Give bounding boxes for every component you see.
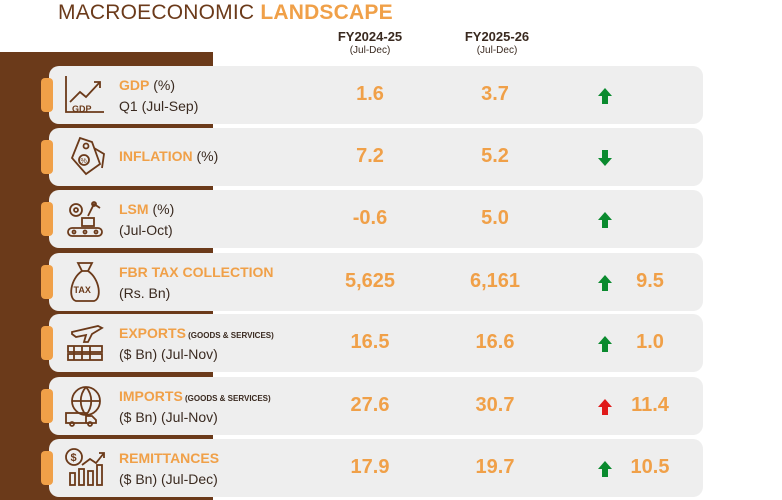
indicator-label: REMITTANCES ($ Bn) (Jul-Dec) (119, 449, 359, 489)
arrow-up-icon (597, 335, 613, 353)
row-accent-tab (41, 326, 53, 360)
indicator-subtitle: ($ Bn) (Jul-Dec) (119, 471, 218, 487)
indicator-row: IMPORTS (GOODS & SERVICES) ($ Bn) (Jul-No… (41, 377, 703, 435)
value-prev: 1.6 (356, 83, 384, 105)
value-curr: 6,161 (469, 270, 521, 292)
gdp-chart-icon: GDP (62, 72, 108, 118)
arrow-up-icon (597, 398, 613, 416)
arrow-up-icon (597, 87, 613, 105)
indicator-name: INFLATION (119, 148, 193, 164)
column-year: FY2025-26 (464, 29, 530, 44)
value-prev: 5,625 (344, 270, 396, 292)
globe-truck-icon (62, 383, 108, 429)
row-accent-tab (41, 265, 53, 299)
tax-bag-icon: TAX (62, 259, 108, 305)
column-header-curr: FY2025-26 (Jul-Dec) (427, 29, 567, 56)
indicator-label: EXPORTS (GOODS & SERVICES) ($ Bn) (Jul-No… (119, 324, 359, 364)
title-part2: LANDSCAPE (260, 1, 393, 24)
row-accent-tab (41, 78, 53, 112)
value-curr: 16.6 (475, 331, 515, 353)
row-accent-tab (41, 202, 53, 236)
indicator-label: IMPORTS (GOODS & SERVICES) ($ Bn) (Jul-No… (119, 387, 359, 427)
column-year: FY2024-25 (337, 29, 403, 44)
svg-text:$: $ (71, 452, 77, 464)
indicator-name: GDP (119, 77, 150, 93)
indicator-qualifier: (GOODS & SERVICES) (182, 394, 271, 403)
value-curr: 5.0 (481, 207, 509, 229)
title-part1: MACROECONOMIC (58, 1, 261, 24)
value-prev: 16.5 (350, 331, 390, 353)
svg-text:TAX: TAX (74, 285, 91, 295)
money-growth-icon: $ (62, 445, 108, 491)
cargo-plane-icon (62, 320, 108, 366)
indicator-unit: (%) (192, 148, 219, 164)
indicator-subtitle: (Jul-Oct) (119, 222, 173, 238)
indicator-row: LSM (%) (Jul-Oct) -0.6 5.0 (41, 190, 703, 248)
indicator-subtitle: (Rs. Bn) (119, 285, 171, 301)
indicator-label: FBR TAX COLLECTION (Rs. Bn) (119, 263, 359, 303)
arrow-up-icon (597, 460, 613, 478)
indicator-subtitle: ($ Bn) (Jul-Nov) (119, 346, 218, 362)
value-prev: 17.9 (350, 456, 390, 478)
value-curr: 3.7 (481, 83, 509, 105)
title-bar: MACROECONOMIC LANDSCAPE FY2024-25 (Jul-D… (0, 0, 782, 56)
value-prev: 27.6 (350, 394, 390, 416)
indicator-name: EXPORTS (119, 325, 186, 341)
indicator-label: LSM (%) (Jul-Oct) (119, 200, 359, 240)
value-curr: 5.2 (481, 145, 509, 167)
row-accent-tab (41, 140, 53, 174)
percent-change: 9.5 (636, 270, 664, 292)
indicator-subtitle: ($ Bn) (Jul-Nov) (119, 409, 218, 425)
indicator-label: GDP (%) Q1 (Jul-Sep) (119, 76, 359, 116)
indicator-name: FBR TAX COLLECTION (119, 264, 274, 280)
value-prev: 7.2 (356, 145, 384, 167)
indicator-qualifier: (GOODS & SERVICES) (185, 331, 274, 340)
indicator-row: TAX FBR TAX COLLECTION (Rs. Bn) 5,625 6,161 9… (41, 253, 703, 311)
indicator-subtitle: Q1 (Jul-Sep) (119, 98, 199, 114)
indicator-row: EXPORTS (GOODS & SERVICES) ($ Bn) (Jul-No… (41, 314, 703, 372)
row-accent-tab (41, 389, 53, 423)
value-curr: 30.7 (475, 394, 515, 416)
indicator-label: INFLATION (%) (119, 147, 359, 168)
svg-text:GDP: GDP (72, 104, 92, 114)
arrow-down-icon (597, 149, 613, 167)
factory-robot-icon (62, 196, 108, 242)
indicator-row: % INFLATION (%) 7.2 5.2 (41, 128, 703, 186)
arrow-up-icon (597, 274, 613, 292)
indicator-name: LSM (119, 201, 149, 217)
percent-change: 10.5 (630, 456, 670, 478)
column-header-prev: FY2024-25 (Jul-Dec) (300, 29, 440, 56)
indicator-name: IMPORTS (119, 388, 183, 404)
value-prev: -0.6 (352, 207, 388, 229)
indicator-row: GDP GDP (%) Q1 (Jul-Sep) 1.6 3.7 (41, 66, 703, 124)
indicator-name: REMITTANCES (119, 450, 220, 466)
percent-change: 11.4 (631, 394, 669, 416)
arrow-up-icon (597, 211, 613, 229)
percent-change: 1.0 (636, 331, 664, 353)
indicator-unit: (%) (149, 77, 176, 93)
indicator-row: $ REMITTANCES ($ Bn) (Jul-Dec) 17.9 19.7 10.5 (41, 439, 703, 497)
column-period: (Jul-Dec) (349, 45, 391, 56)
page-title: MACROECONOMIC LANDSCAPE (58, 1, 393, 25)
svg-text:%: % (81, 158, 87, 165)
column-period: (Jul-Dec) (476, 45, 518, 56)
value-curr: 19.7 (475, 456, 515, 478)
price-tag-icon: % (62, 134, 108, 180)
indicator-unit: (%) (148, 201, 175, 217)
row-accent-tab (41, 451, 53, 485)
